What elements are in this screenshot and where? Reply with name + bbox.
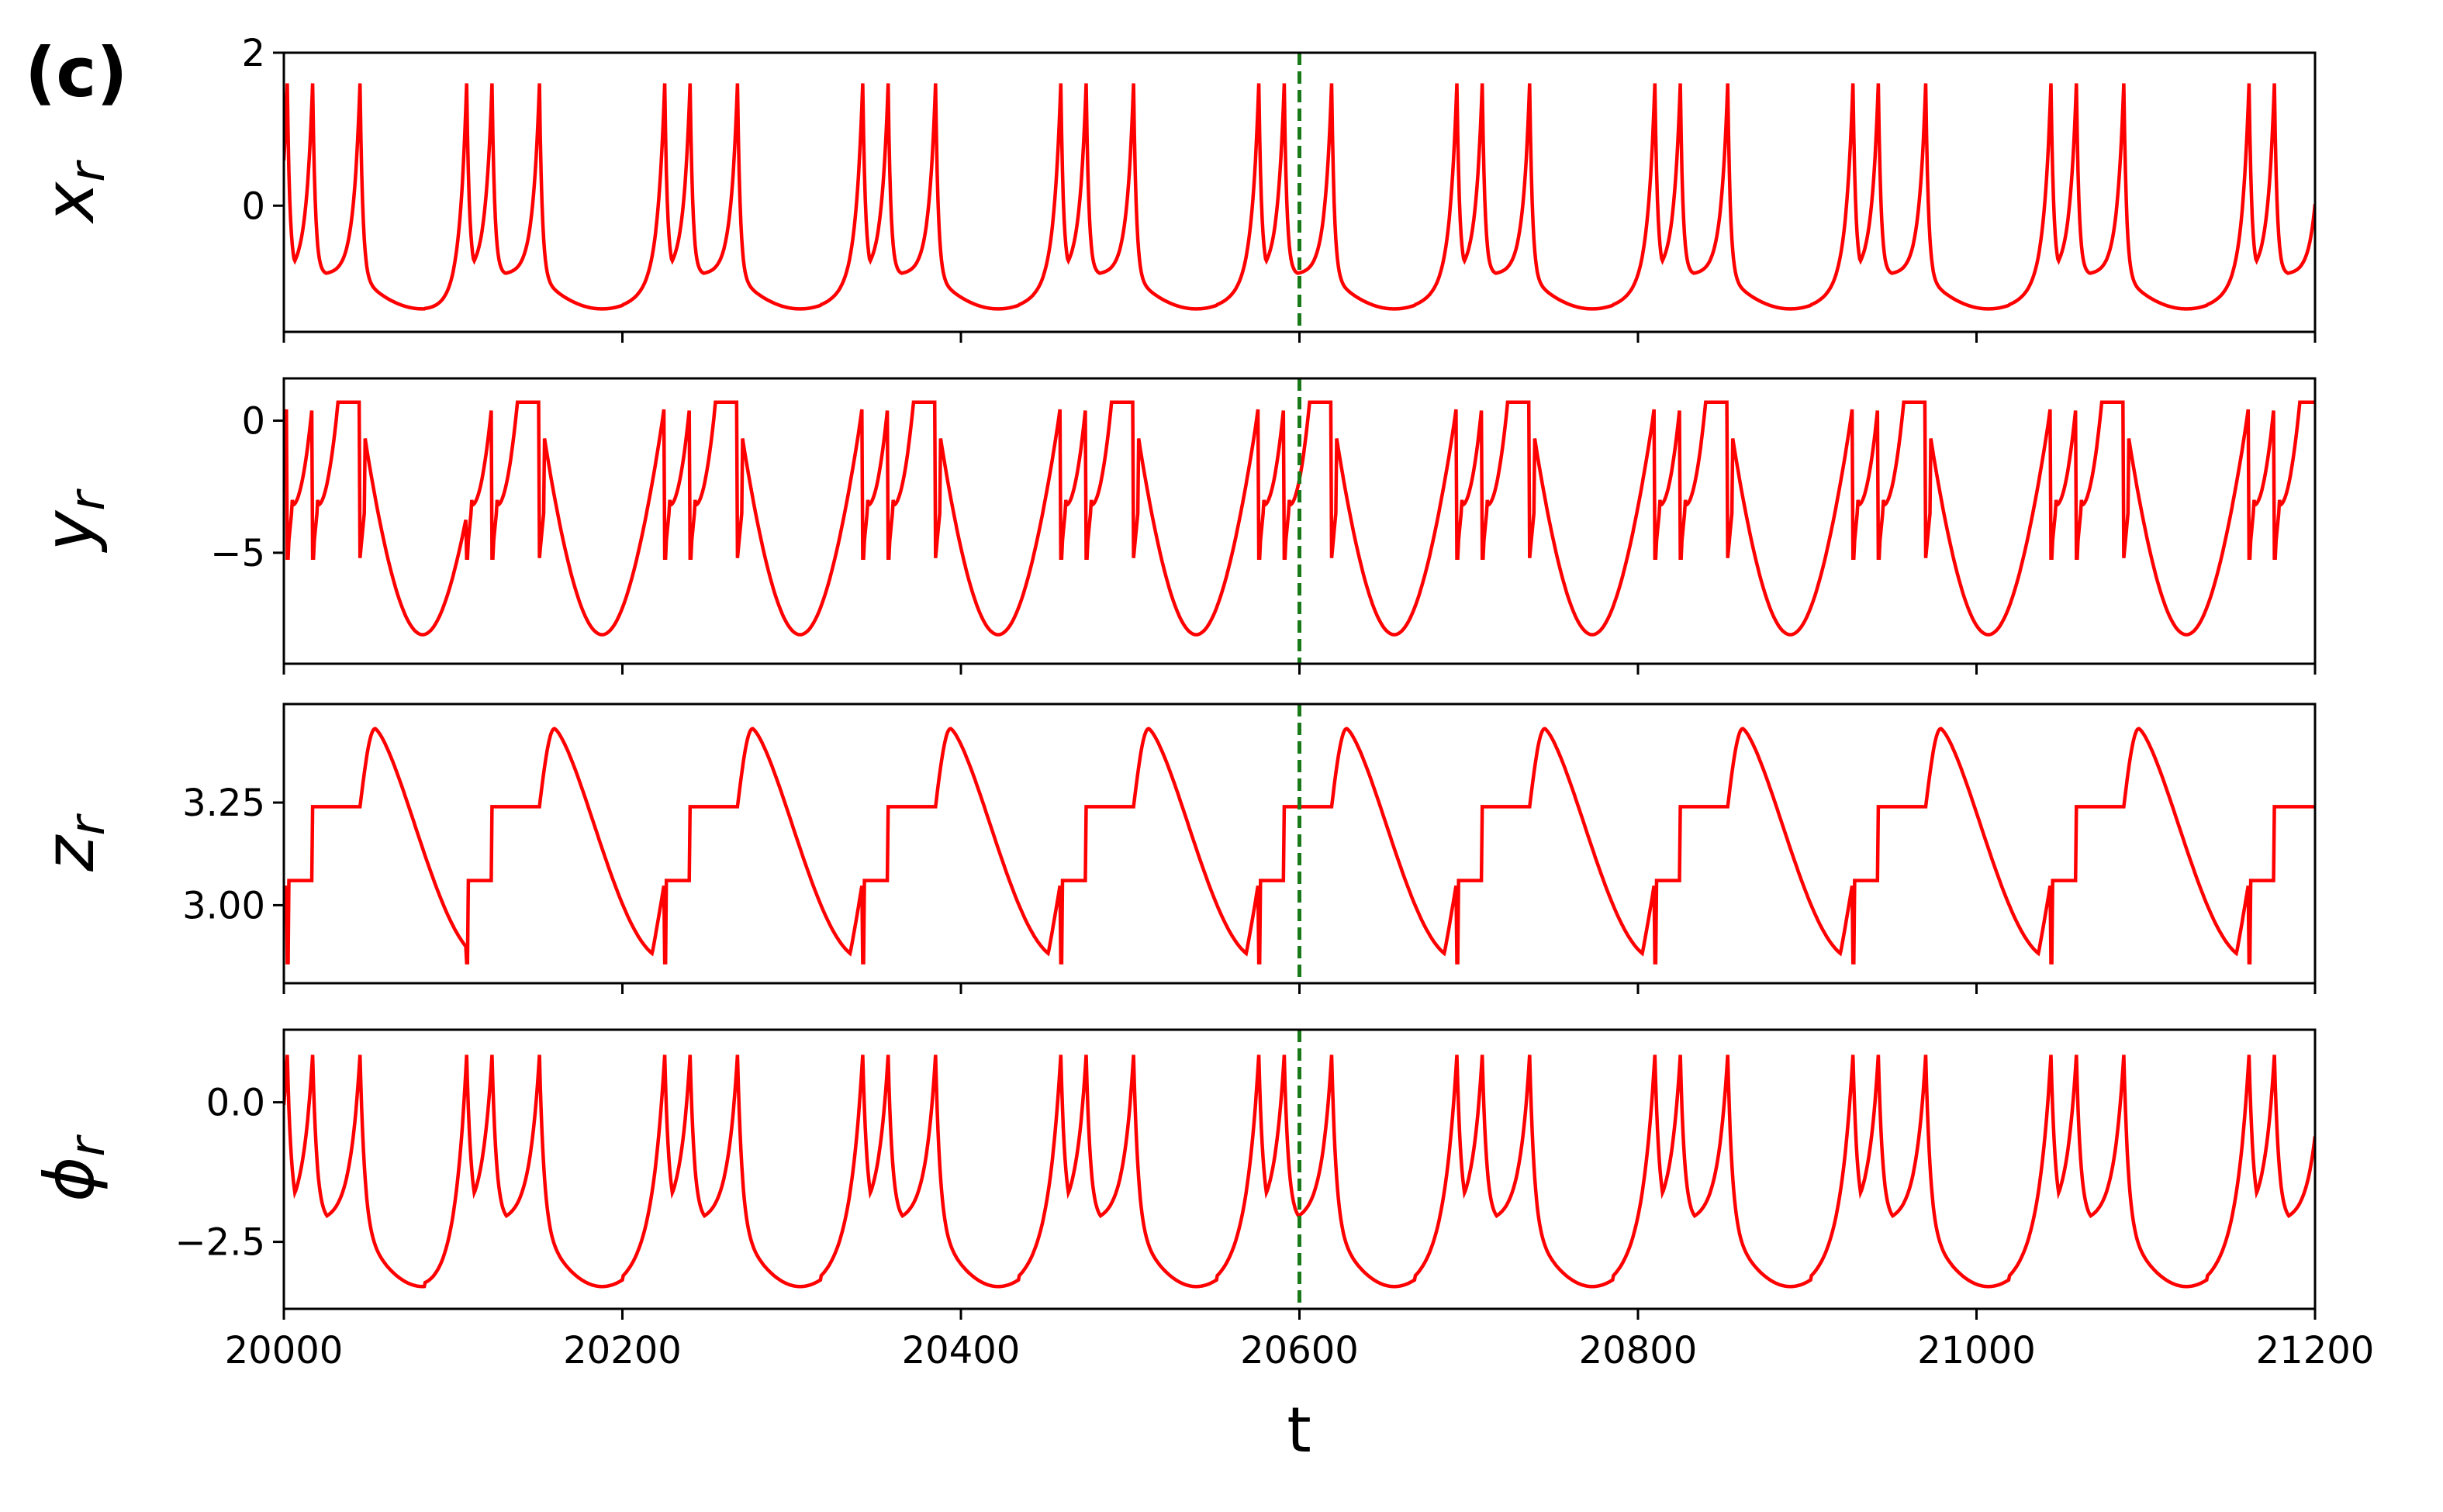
x-axis-label: t [1287,1394,1311,1466]
y-tick-label: 2 [241,32,265,75]
panel-y_r: 0 −5 yr [29,377,2317,675]
y-tick-label: 3.00 [182,884,265,927]
y-tick-label: 3.25 [182,782,265,825]
y-axis-label-x_r: xr [29,160,116,225]
panels: 0 2 xr 0 −5 yr 3.00 3.25 zr 0.0 −2.5 20000 20200 2040… [29,32,2374,1372]
x-tick-label: 20600 [1240,1329,1359,1372]
x-tick-label: 20800 [1579,1329,1698,1372]
x-tick-label: 21000 [1917,1329,2036,1372]
panel-phi_r: 0.0 −2.5 20000 20200 20400 20600 20800 21000 212… [29,1028,2375,1372]
panel-label: (c) [25,33,128,112]
series-line-x_r [284,83,2315,311]
y-axis-label-phi_r: ϕr [29,1134,116,1202]
x-tick-label: 20400 [902,1329,1021,1372]
y-tick-label: −2.5 [174,1221,265,1265]
x-tick-label: 20200 [563,1329,682,1372]
y-tick-label: 0.0 [206,1082,265,1125]
y-tick-label: 0 [241,185,265,228]
panel-z_r: 3.00 3.25 zr [29,702,2317,994]
y-tick-label: −5 [210,532,265,575]
x-tick-label: 21200 [2256,1329,2375,1372]
y-axis-label-z_r: zr [29,813,116,872]
x-tick-label: 20000 [225,1329,344,1372]
y-tick-label: 0 [241,400,265,444]
series-line-phi_r [284,1055,2315,1289]
y-axis-label-y_r: yr [29,488,116,554]
panel-x_r: 0 2 xr [29,32,2317,343]
